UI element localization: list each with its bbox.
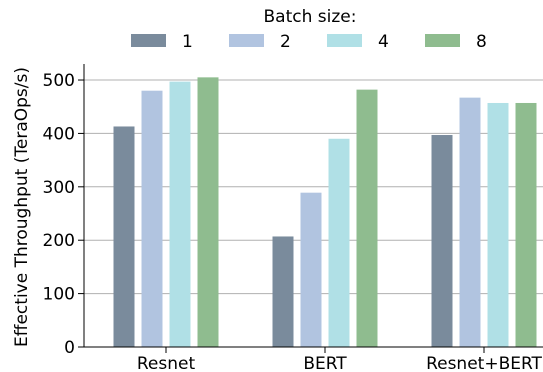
x-ticks: Resnet BERT Resnet+BERT bbox=[137, 347, 543, 372]
axes bbox=[83, 64, 543, 348]
x-tick-label: Resnet+BERT bbox=[426, 354, 542, 372]
legend-swatch bbox=[131, 34, 166, 47]
bar bbox=[272, 236, 294, 347]
y-tick-label: 400 bbox=[43, 124, 75, 144]
bar bbox=[431, 135, 453, 347]
x-tick-label: BERT bbox=[303, 354, 347, 372]
y-tick-label: 500 bbox=[43, 71, 75, 91]
legend-swatch bbox=[425, 34, 460, 47]
y-tick-label: 300 bbox=[43, 178, 75, 198]
y-tick-label: 200 bbox=[43, 231, 75, 251]
bar bbox=[300, 192, 322, 347]
y-tick-label: 100 bbox=[43, 285, 75, 305]
bar bbox=[487, 102, 509, 347]
legend-items: 1 2 4 8 bbox=[131, 32, 487, 52]
bars bbox=[113, 77, 537, 348]
bar bbox=[515, 102, 537, 347]
bar bbox=[197, 77, 219, 347]
y-tick-label: 0 bbox=[64, 338, 75, 358]
bar bbox=[169, 81, 191, 347]
legend-title: Batch size: bbox=[264, 7, 357, 27]
bar bbox=[113, 126, 135, 347]
legend-swatch bbox=[229, 34, 264, 47]
legend: Batch size: 1 2 4 8 bbox=[131, 7, 487, 52]
y-ticks: 0 100 200 300 400 500 bbox=[43, 71, 84, 358]
x-tick-label: Resnet bbox=[137, 354, 196, 372]
legend-label: 2 bbox=[280, 32, 291, 52]
bar bbox=[356, 89, 378, 347]
y-axis-label: Effective Throughput (TeraOps/s) bbox=[12, 67, 32, 347]
legend-label: 1 bbox=[182, 32, 193, 52]
bar bbox=[141, 90, 163, 347]
legend-label: 4 bbox=[378, 32, 389, 52]
bar bbox=[459, 97, 481, 348]
legend-label: 8 bbox=[476, 32, 487, 52]
legend-swatch bbox=[327, 34, 362, 47]
bar bbox=[328, 138, 350, 347]
